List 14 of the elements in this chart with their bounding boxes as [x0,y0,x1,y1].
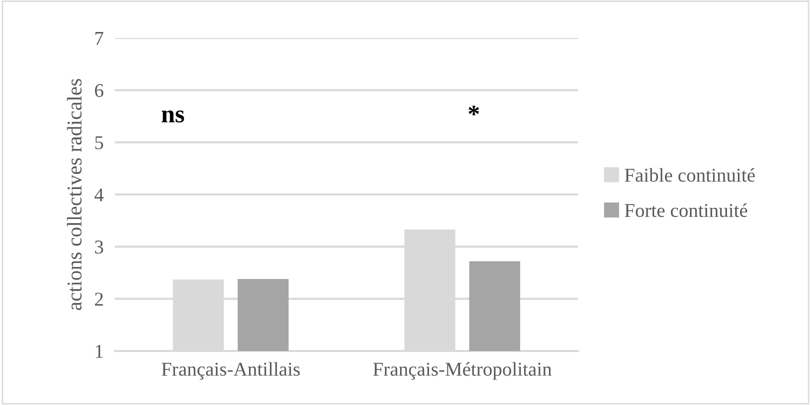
annotation: * [468,106,480,116]
y-tick-label: 1 [96,344,103,358]
y-tick-label: 7 [95,32,104,45]
y-tick-label: 4 [94,188,104,202]
y-tick-label: 2 [95,292,103,306]
annotation: ns [162,110,184,123]
legend-label: Faible continuité [624,168,755,182]
y-tick-label: 5 [95,136,104,150]
legend-label: Forte continuité [624,203,748,218]
x-tick-label: Français-Métropolitain [373,362,552,380]
x-tick-label: Français-Antillais [162,362,300,380]
y-tick-label: 3 [95,240,104,254]
y-tick-label: 6 [95,84,104,98]
y-axis-title: actions collectives radicales [66,78,82,310]
